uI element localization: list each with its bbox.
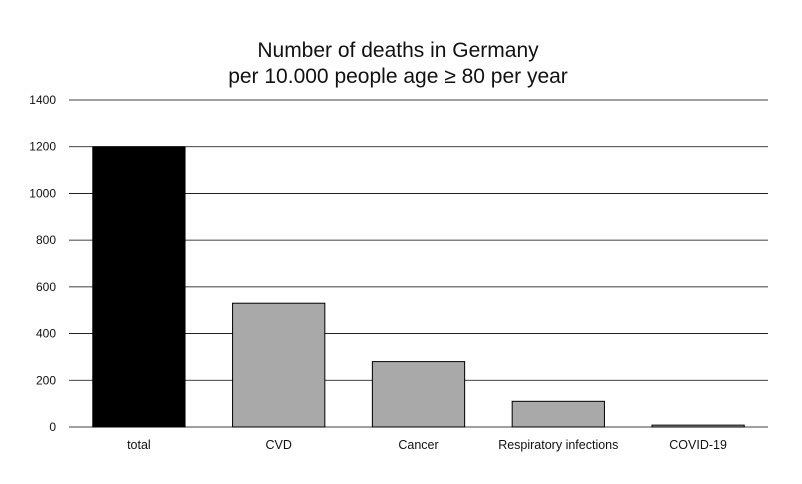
bar-total — [92, 146, 186, 428]
x-category-label: CVD — [265, 438, 291, 452]
y-tick-label: 200 — [36, 373, 56, 387]
y-tick-label: 1000 — [29, 186, 56, 200]
x-category-label: COVID-19 — [669, 438, 727, 452]
y-tick-label: 0 — [49, 420, 56, 434]
bar-cancer — [371, 361, 466, 428]
bar-respiratory-infections — [511, 400, 605, 428]
x-axis-labels: total CVD Cancer Respiratory infections COVI… — [127, 438, 727, 452]
y-axis-ticks: 0 200 400 600 800 1000 1200 1400 — [29, 93, 56, 434]
chart-title-line-2: per 10.000 people age ≥ 80 per year — [228, 65, 568, 88]
x-category-label: Respiratory infections — [498, 438, 618, 452]
x-category-label: Cancer — [398, 438, 438, 452]
chart-title-line-1: Number of deaths in Germany — [257, 39, 539, 62]
y-tick-label: 800 — [36, 233, 56, 247]
bar-covid-19 — [651, 424, 745, 428]
y-tick-label: 1200 — [29, 140, 56, 154]
y-tick-label: 400 — [36, 327, 56, 341]
y-tick-label: 600 — [36, 280, 56, 294]
bars — [92, 146, 745, 428]
bar-cvd — [232, 302, 326, 428]
x-category-label: total — [127, 438, 151, 452]
y-tick-label: 1400 — [29, 93, 56, 107]
